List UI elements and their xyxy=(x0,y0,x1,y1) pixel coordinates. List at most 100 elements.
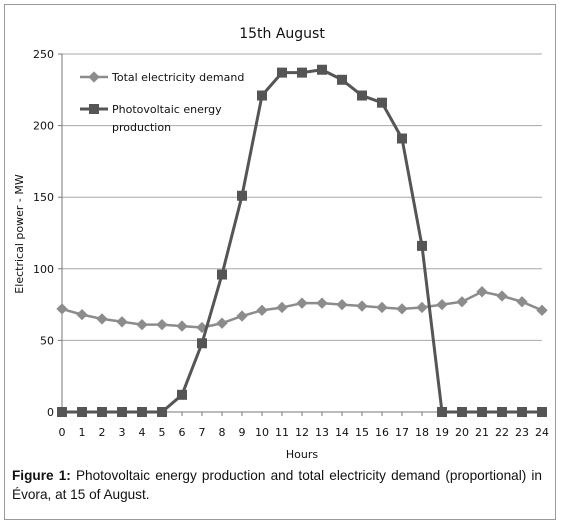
x-tick-label: 19 xyxy=(435,426,449,439)
caption-text: Photovoltaic energy production and total… xyxy=(12,468,542,502)
x-tick-label: 21 xyxy=(475,426,489,439)
series-pv xyxy=(57,64,547,417)
series-group xyxy=(56,64,548,417)
legend-label-pv: Photovoltaic energy production xyxy=(112,103,225,134)
y-tick-label: 0 xyxy=(47,406,54,419)
data-point-square xyxy=(217,269,227,280)
x-tick-label: 5 xyxy=(159,426,166,439)
data-point-square xyxy=(157,407,167,417)
y-tick-label: 100 xyxy=(33,263,54,276)
data-point-square xyxy=(497,407,507,417)
figure-caption: Figure 1: Photovoltaic energy production… xyxy=(12,466,542,504)
caption-label: Figure 1: xyxy=(12,468,71,483)
data-point-diamond xyxy=(116,316,128,328)
data-point-diamond xyxy=(96,313,108,325)
data-point-square xyxy=(517,407,527,417)
x-tick-label: 1 xyxy=(79,426,86,439)
legend-label-pv-line2: production xyxy=(112,121,171,134)
x-tick-label: 6 xyxy=(179,426,186,439)
data-point-diamond xyxy=(416,301,428,314)
x-tick-label: 16 xyxy=(375,426,389,439)
x-tick-label: 23 xyxy=(515,426,529,439)
data-point-square xyxy=(357,90,367,101)
data-point-square xyxy=(97,407,107,417)
legend-item-demand: Total electricity demand xyxy=(80,71,244,84)
x-tick-label: 22 xyxy=(495,426,509,439)
data-point-diamond xyxy=(316,297,328,309)
data-point-diamond xyxy=(516,296,528,308)
data-point-diamond xyxy=(136,318,148,331)
legend-label-pv-line1: Photovoltaic energy xyxy=(112,103,222,116)
y-tick-label: 200 xyxy=(33,120,54,133)
data-point-diamond xyxy=(296,297,308,309)
x-tick-label: 8 xyxy=(219,426,226,439)
y-tick-label: 150 xyxy=(33,191,54,204)
data-point-square xyxy=(297,67,307,78)
x-tick-label: 24 xyxy=(535,426,549,439)
data-point-square xyxy=(397,133,407,144)
x-tick-label: 11 xyxy=(275,426,289,439)
data-point-diamond xyxy=(436,298,448,311)
x-tick-label: 0 xyxy=(59,426,66,439)
figure-frame xyxy=(4,4,556,520)
x-tick-label: 12 xyxy=(295,426,309,439)
x-tick-label: 2 xyxy=(99,426,106,439)
data-point-square xyxy=(77,407,87,417)
data-point-square xyxy=(257,90,267,101)
x-tick-label: 18 xyxy=(415,426,429,439)
data-point-square xyxy=(277,67,287,78)
x-tick-label: 3 xyxy=(119,426,126,439)
data-point-diamond xyxy=(216,317,228,329)
data-point-square xyxy=(237,190,247,201)
data-point-diamond xyxy=(156,318,168,331)
data-point-square xyxy=(377,97,387,108)
x-axis-label: Hours xyxy=(286,448,318,461)
y-tick-label: 50 xyxy=(40,334,54,347)
data-point-diamond xyxy=(476,286,488,298)
legend-diamond-marker xyxy=(88,71,100,83)
x-tick-label: 13 xyxy=(315,426,329,439)
data-point-diamond xyxy=(376,301,388,314)
x-tick-label: 7 xyxy=(199,426,206,439)
data-point-diamond xyxy=(236,310,248,322)
data-point-diamond xyxy=(456,296,468,308)
legend-label-demand: Total electricity demand xyxy=(111,71,244,84)
data-point-square xyxy=(457,407,467,417)
legend: Total electricity demand Photovoltaic en… xyxy=(80,71,244,134)
data-point-square xyxy=(137,407,147,417)
data-point-square xyxy=(117,407,127,417)
data-point-diamond xyxy=(256,304,268,316)
data-point-square xyxy=(477,407,487,417)
data-point-diamond xyxy=(76,308,88,321)
data-point-square xyxy=(417,240,427,251)
x-tick-labels: 0 1 2 3 4 5 6 7 8 9 10 11 12 13 14 15 16 17 18 19 20 21 22 23 24 xyxy=(59,426,550,439)
data-point-diamond xyxy=(396,303,408,315)
x-tick-label: 15 xyxy=(355,426,369,439)
legend-item-pv: Photovoltaic energy production xyxy=(80,103,225,134)
data-point-square xyxy=(337,74,347,85)
series-demand xyxy=(56,286,548,334)
series-line xyxy=(61,290,543,329)
data-point-square xyxy=(197,338,207,349)
data-point-diamond xyxy=(496,290,508,302)
x-tick-label: 14 xyxy=(335,426,349,439)
data-point-diamond xyxy=(176,320,188,332)
y-axis-label: Electrical power - MW xyxy=(13,174,26,294)
data-point-square xyxy=(537,407,547,417)
data-point-diamond xyxy=(356,300,368,312)
data-point-diamond xyxy=(336,298,348,311)
data-point-diamond xyxy=(276,301,288,314)
y-tick-labels: 0 50 100 150 200 250 xyxy=(33,48,54,419)
legend-square-marker xyxy=(89,104,99,114)
data-point-square xyxy=(317,64,327,75)
chart-title: 15th August xyxy=(239,26,325,42)
y-tick-label: 250 xyxy=(33,48,54,61)
x-tick-label: 10 xyxy=(255,426,269,439)
data-point-diamond xyxy=(56,303,68,315)
x-tick-label: 20 xyxy=(455,426,469,439)
data-point-square xyxy=(437,407,447,417)
data-point-diamond xyxy=(536,304,548,316)
x-tick-label: 17 xyxy=(395,426,409,439)
data-point-square xyxy=(57,407,67,417)
